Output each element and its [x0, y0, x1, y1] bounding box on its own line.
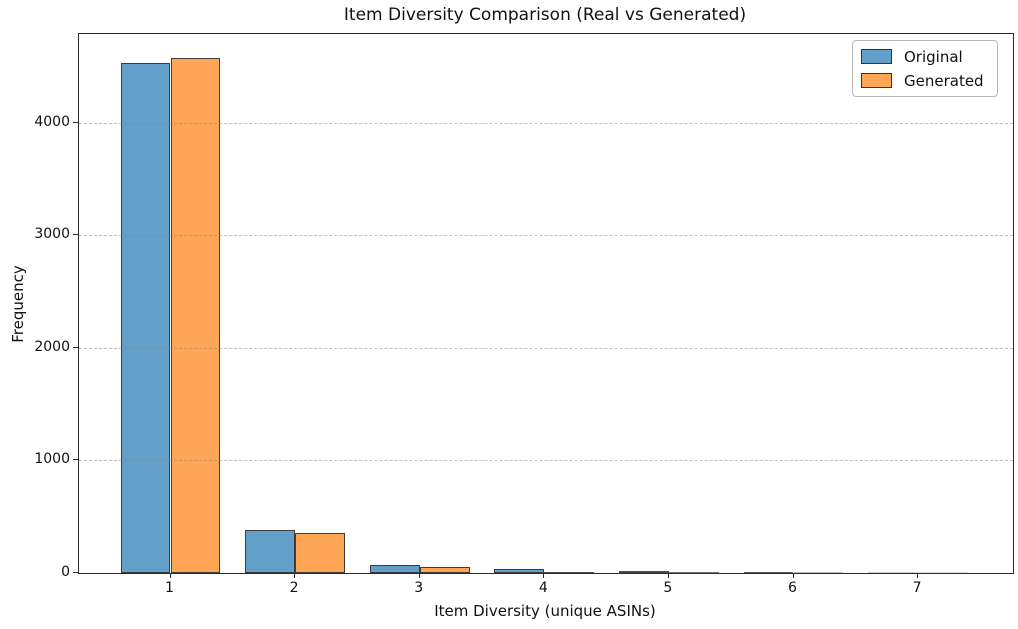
- bar-original-1: [120, 63, 171, 573]
- x-tick-mark-3: [418, 573, 420, 578]
- bar-generated-1: [170, 58, 221, 573]
- gridline-y-1000: [79, 460, 1013, 462]
- plot-area: [78, 33, 1014, 574]
- gridline-y-2000: [79, 347, 1013, 349]
- bar-generated-2: [295, 532, 345, 573]
- x-tick-label-3: 3: [414, 580, 424, 596]
- y-tick-mark-3000: [73, 234, 78, 236]
- y-tick-label-3000: 3000: [34, 226, 70, 243]
- legend-label-original: Original: [904, 47, 963, 66]
- bar-generated-5: [668, 572, 719, 573]
- bar-original-6: [743, 571, 794, 573]
- x-tick-mark-5: [667, 573, 669, 578]
- gridline-y-4000: [79, 122, 1013, 124]
- bar-generated-6: [793, 572, 844, 573]
- y-tick-mark-0: [73, 572, 78, 573]
- y-tick-label-1000: 1000: [34, 451, 70, 468]
- bar-original-7: [868, 572, 919, 573]
- bar-generated-7: [918, 572, 968, 573]
- y-axis-label: Frequency: [9, 265, 27, 343]
- x-tick-label-6: 6: [788, 580, 797, 596]
- original-color-swatch: [861, 49, 892, 64]
- x-axis-label: Item Diversity (unique ASINs): [434, 602, 656, 620]
- y-tick-mark-2000: [73, 346, 78, 348]
- gridline-y-3000: [79, 235, 1013, 237]
- x-tick-label-1: 1: [165, 580, 174, 596]
- bar-original-3: [369, 565, 420, 573]
- y-tick-label-0: 0: [61, 564, 70, 580]
- y-tick-mark-4000: [73, 121, 78, 123]
- bar-original-5: [619, 571, 669, 573]
- y-tick-label-4000: 4000: [34, 113, 70, 130]
- x-tick-mark-4: [543, 573, 545, 578]
- x-tick-mark-1: [169, 573, 171, 578]
- legend: Original Generated: [852, 40, 998, 97]
- x-tick-mark-2: [294, 573, 296, 578]
- y-tick-label-2000: 2000: [34, 338, 70, 355]
- bar-original-4: [494, 569, 545, 573]
- x-tick-label-5: 5: [663, 580, 673, 596]
- bar-generated-4: [544, 571, 595, 573]
- legend-label-generated: Generated: [904, 71, 984, 90]
- chart-title: Item Diversity Comparison (Real vs Gener…: [343, 5, 747, 25]
- legend-item-original: Original: [861, 48, 989, 66]
- x-tick-label-4: 4: [538, 580, 548, 596]
- bar-generated-3: [419, 566, 470, 573]
- x-tick-mark-7: [917, 573, 919, 578]
- bar-original-2: [245, 529, 296, 573]
- generated-color-swatch: [861, 73, 892, 88]
- legend-item-generated: Generated: [861, 72, 989, 90]
- x-tick-label-7: 7: [912, 580, 922, 596]
- x-tick-mark-6: [792, 573, 794, 578]
- y-tick-mark-1000: [73, 459, 78, 461]
- x-tick-label-2: 2: [289, 580, 299, 596]
